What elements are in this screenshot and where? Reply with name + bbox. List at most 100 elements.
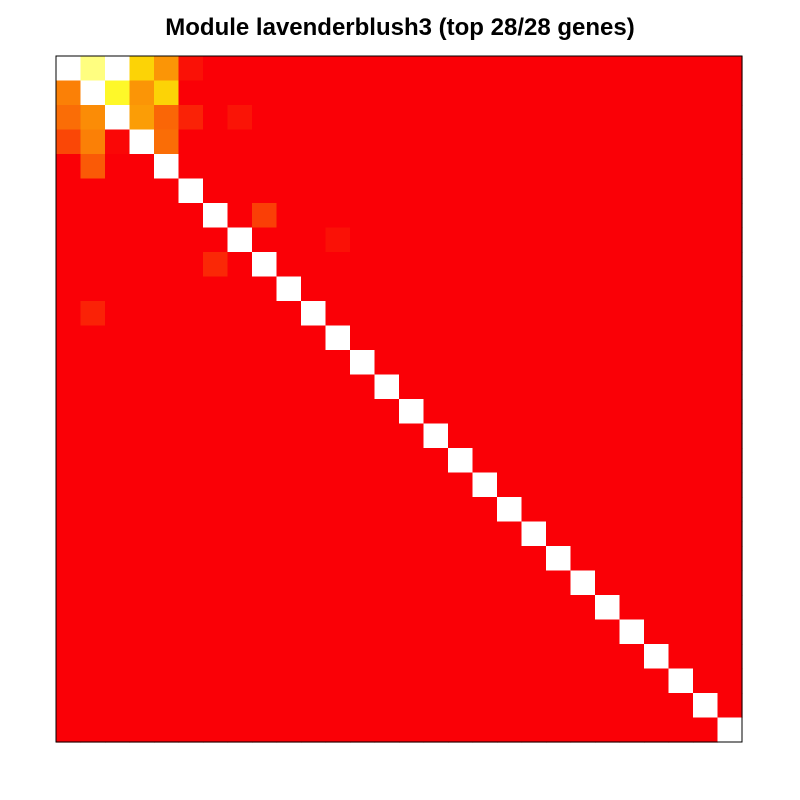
- heatmap-cell: [178, 301, 204, 327]
- heatmap-cell: [129, 423, 155, 449]
- heatmap-cell: [325, 570, 351, 596]
- heatmap-cell: [325, 178, 351, 204]
- heatmap-cell: [448, 619, 474, 645]
- heatmap-cell: [423, 350, 449, 376]
- heatmap-cell: [301, 301, 327, 327]
- heatmap-cell: [56, 521, 82, 547]
- heatmap-cell: [546, 56, 572, 82]
- heatmap-cell: [717, 693, 743, 719]
- heatmap-cell: [178, 595, 204, 621]
- heatmap-cell: [717, 619, 743, 645]
- heatmap-cell: [301, 80, 327, 106]
- heatmap-cell: [619, 374, 645, 400]
- heatmap-cell: [252, 350, 278, 376]
- heatmap-cell: [717, 105, 743, 131]
- heatmap-cell: [448, 325, 474, 351]
- heatmap-cell: [252, 203, 278, 229]
- heatmap-cell: [56, 693, 82, 719]
- heatmap-cell: [227, 178, 253, 204]
- heatmap-cell: [644, 570, 670, 596]
- heatmap-cell: [227, 374, 253, 400]
- heatmap-cell: [521, 374, 547, 400]
- heatmap-cell: [105, 717, 131, 743]
- heatmap-cell: [521, 105, 547, 131]
- heatmap-cell: [203, 595, 229, 621]
- heatmap-cell: [619, 619, 645, 645]
- heatmap-cell: [154, 423, 180, 449]
- heatmap-cell: [423, 693, 449, 719]
- heatmap-cell: [154, 105, 180, 131]
- heatmap-cell: [276, 423, 302, 449]
- heatmap-cell: [693, 693, 719, 719]
- heatmap-cell: [546, 546, 572, 572]
- heatmap-cell: [521, 227, 547, 253]
- heatmap-cell: [595, 203, 621, 229]
- heatmap-cell: [595, 693, 621, 719]
- heatmap-cell: [350, 276, 376, 302]
- heatmap-cell: [668, 546, 694, 572]
- heatmap-cell: [399, 497, 425, 523]
- heatmap-cell: [80, 497, 106, 523]
- heatmap-cell: [546, 399, 572, 425]
- heatmap-cell: [374, 203, 400, 229]
- heatmap-cell: [374, 374, 400, 400]
- heatmap-cell: [154, 693, 180, 719]
- heatmap-cell: [399, 521, 425, 547]
- heatmap-cell: [154, 129, 180, 155]
- heatmap-cell: [644, 301, 670, 327]
- heatmap-cell: [472, 203, 498, 229]
- heatmap-cell: [105, 301, 131, 327]
- heatmap-cell: [521, 325, 547, 351]
- heatmap-cell: [80, 252, 106, 278]
- heatmap-cell: [178, 570, 204, 596]
- heatmap-cell: [693, 350, 719, 376]
- heatmap-cell: [56, 374, 82, 400]
- heatmap-cell: [178, 423, 204, 449]
- heatmap-cell: [693, 570, 719, 596]
- heatmap-cell: [350, 301, 376, 327]
- heatmap-cell: [570, 717, 596, 743]
- heatmap-cell: [644, 546, 670, 572]
- heatmap-cell: [693, 644, 719, 670]
- heatmap-cell: [56, 546, 82, 572]
- heatmap-cell: [546, 325, 572, 351]
- heatmap-cell: [693, 80, 719, 106]
- heatmap-cell: [423, 595, 449, 621]
- heatmap-cell: [448, 399, 474, 425]
- heatmap-cell: [497, 374, 523, 400]
- heatmap-cell: [80, 374, 106, 400]
- heatmap-cell: [178, 105, 204, 131]
- heatmap-cell: [521, 693, 547, 719]
- heatmap-cell: [693, 619, 719, 645]
- heatmap-cell: [276, 154, 302, 180]
- heatmap-cell: [301, 203, 327, 229]
- heatmap-cell: [717, 521, 743, 547]
- heatmap-cell: [668, 570, 694, 596]
- heatmap-cell: [129, 717, 155, 743]
- heatmap-cell: [203, 203, 229, 229]
- heatmap-cell: [668, 399, 694, 425]
- heatmap-cell: [423, 203, 449, 229]
- heatmap-cell: [644, 668, 670, 694]
- heatmap-cell: [129, 80, 155, 106]
- heatmap-cell: [276, 129, 302, 155]
- heatmap-cell: [399, 325, 425, 351]
- heatmap-cell: [595, 56, 621, 82]
- heatmap-cell: [276, 644, 302, 670]
- heatmap-cell: [472, 301, 498, 327]
- heatmap-cell: [595, 595, 621, 621]
- heatmap-cell: [448, 56, 474, 82]
- heatmap-cell: [668, 301, 694, 327]
- heatmap-cell: [129, 644, 155, 670]
- heatmap-cell: [350, 56, 376, 82]
- heatmap-cell: [521, 129, 547, 155]
- heatmap-cell: [276, 350, 302, 376]
- chart-title: Module lavenderblush3 (top 28/28 genes): [165, 14, 635, 41]
- heatmap-cell: [276, 595, 302, 621]
- heatmap-cell: [717, 178, 743, 204]
- heatmap-cell: [374, 56, 400, 82]
- heatmap-cell: [374, 399, 400, 425]
- heatmap-cell: [105, 227, 131, 253]
- heatmap-cell: [497, 399, 523, 425]
